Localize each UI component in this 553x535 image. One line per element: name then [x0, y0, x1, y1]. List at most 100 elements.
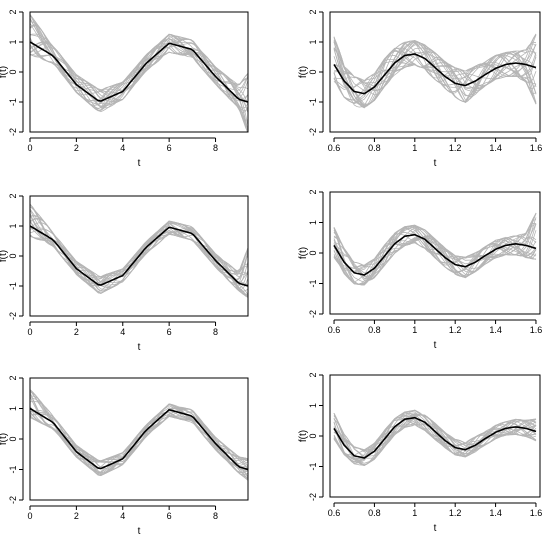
panel-4-y-axis-title: f(t)	[298, 247, 309, 259]
panel-3-sample-curve	[30, 226, 248, 286]
x-tick-label: 0	[27, 143, 32, 153]
panel-5-mean-curve	[30, 407, 248, 471]
panel-6-x-axis-title: t	[434, 523, 437, 534]
y-tick-label: 1	[8, 223, 18, 228]
y-tick-label: 2	[8, 9, 18, 14]
panel-3-band	[30, 203, 248, 298]
panel-3-y-axis: -2 -1 0 1 2	[8, 193, 24, 320]
panel-5-sample-curve	[30, 408, 248, 476]
x-tick-label: 1.4	[489, 325, 502, 335]
panel-1-sample-curve	[30, 43, 248, 132]
panel-5-frame	[29, 377, 249, 501]
y-tick-label: 2	[308, 9, 318, 14]
x-tick-label: 8	[213, 143, 218, 153]
panel-1-frame	[29, 11, 249, 133]
y-tick-label: -2	[8, 128, 18, 136]
panel-1-mean-curve	[30, 41, 248, 103]
x-tick-label: 1.4	[489, 508, 502, 518]
y-tick-label: 0	[8, 69, 18, 74]
x-tick-label: 1	[412, 508, 417, 518]
panel-2-x-axis-title: t	[434, 158, 437, 169]
x-tick-label: 0	[27, 327, 32, 337]
panel-5-x-axis-title: t	[138, 526, 141, 535]
y-tick-label: 1	[8, 406, 18, 411]
panel-6-mean-curve	[333, 416, 537, 459]
panel-1-x-axis-title: t	[138, 158, 141, 169]
panel-2-sample-curve	[333, 43, 537, 107]
panel-1-y-axis-title: f(t)	[0, 66, 9, 78]
panel-1-band	[30, 14, 248, 132]
y-tick-label: 1	[8, 39, 18, 44]
panel-4-mean-curve	[333, 233, 537, 276]
panel-6-sample-curve	[333, 422, 537, 452]
panel-2-band	[333, 33, 537, 109]
x-tick-label: 2	[74, 143, 79, 153]
y-tick-label: 2	[308, 372, 318, 377]
x-tick-label: 1.6	[530, 325, 543, 335]
x-tick-label: 4	[120, 143, 125, 153]
y-tick-label: -1	[8, 465, 18, 473]
x-tick-label: 4	[120, 511, 125, 521]
x-tick-label: 1	[412, 325, 417, 335]
panel-1-sample-curve	[30, 22, 248, 111]
panel-2-frame	[329, 11, 541, 133]
y-tick-label: 1	[308, 403, 318, 408]
y-tick-label: -1	[8, 282, 18, 290]
panel-2-sample-curve	[333, 34, 537, 105]
panel-2-sample-curve	[333, 39, 537, 108]
y-tick-label: -1	[308, 462, 318, 470]
panel-1-y-axis: -2 -1 0 1 2	[8, 9, 24, 136]
panel-2-mean-curve	[333, 53, 537, 95]
x-tick-label: 6	[167, 327, 172, 337]
x-tick-label: 0.8	[368, 325, 381, 335]
panel-3-x-axis: 0 2 4 6 8	[27, 321, 218, 337]
x-tick-label: 0	[27, 511, 32, 521]
panel-1-sample-curve	[30, 38, 248, 113]
x-tick-label: 8	[213, 327, 218, 337]
panel-4-sample-curve	[333, 222, 537, 280]
panel-6-sample-curve	[333, 414, 537, 456]
panel-5-y-axis-title: f(t)	[0, 433, 9, 445]
panel-2-sample-curve	[333, 33, 537, 94]
panel-4-sample-curve	[333, 227, 537, 278]
panel-2-sample-curve	[333, 51, 537, 101]
panel-4-damped: -2 -1 0 1 2 0.6 0.8 1 1.2 1.4 1.6 t f(t)	[298, 189, 542, 351]
panel-2-y-axis: -2 -1 0 1 2	[308, 9, 324, 136]
panel-5-x-axis: 0 2 4 6 8	[27, 505, 218, 521]
panel-4-frame	[329, 191, 541, 315]
y-tick-label: -2	[8, 312, 18, 320]
panel-3-frame	[29, 195, 249, 317]
panel-3-cosine: -2 -1 0 1 2 0 2 4 6 8 t f(t)	[0, 193, 249, 353]
panel-6-y-axis: -2 -1 0 1 2	[308, 372, 324, 501]
panel-2-y-axis-title: f(t)	[298, 66, 309, 78]
panel-6-y-axis-title: f(t)	[298, 430, 309, 442]
y-tick-label: 0	[8, 436, 18, 441]
x-tick-label: 0.6	[328, 325, 341, 335]
y-tick-label: -1	[308, 279, 318, 287]
y-tick-label: 1	[308, 39, 318, 44]
x-tick-label: 8	[213, 511, 218, 521]
panel-4-y-axis: -2 -1 0 1 2	[308, 189, 324, 318]
x-tick-label: 1.2	[449, 508, 462, 518]
y-tick-label: 0	[8, 253, 18, 258]
x-tick-label: 1.2	[449, 325, 462, 335]
x-tick-label: 1.2	[449, 143, 462, 153]
y-tick-label: -2	[308, 493, 318, 501]
panel-1-cosine: -2 -1 0 1 2 0 2 4 6 8 t f(t)	[0, 9, 249, 169]
y-tick-label: 2	[8, 193, 18, 198]
panel-2-damped: -2 -1 0 1 2 0.6 0.8 1 1.2 1.4 1.6 t f(t)	[298, 9, 542, 169]
panel-6-damped: -2 -1 0 1 2 0.6 0.8 1 1.2 1.4 1.6 t f(t)	[298, 372, 542, 534]
panel-2-sample-curve	[333, 39, 537, 93]
y-tick-label: 0	[308, 433, 318, 438]
x-tick-label: 0.6	[328, 143, 341, 153]
panel-2-sample-curve	[333, 43, 537, 92]
y-tick-label: 0	[308, 69, 318, 74]
x-tick-label: 0.8	[368, 508, 381, 518]
panel-3-x-axis-title: t	[138, 342, 141, 353]
y-tick-label: -2	[308, 310, 318, 318]
panel-5-sample-curve	[30, 389, 248, 478]
panel-4-x-axis: 0.6 0.8 1 1.2 1.4 1.6	[328, 319, 543, 335]
x-tick-label: 4	[120, 327, 125, 337]
x-tick-label: 1.6	[530, 508, 543, 518]
